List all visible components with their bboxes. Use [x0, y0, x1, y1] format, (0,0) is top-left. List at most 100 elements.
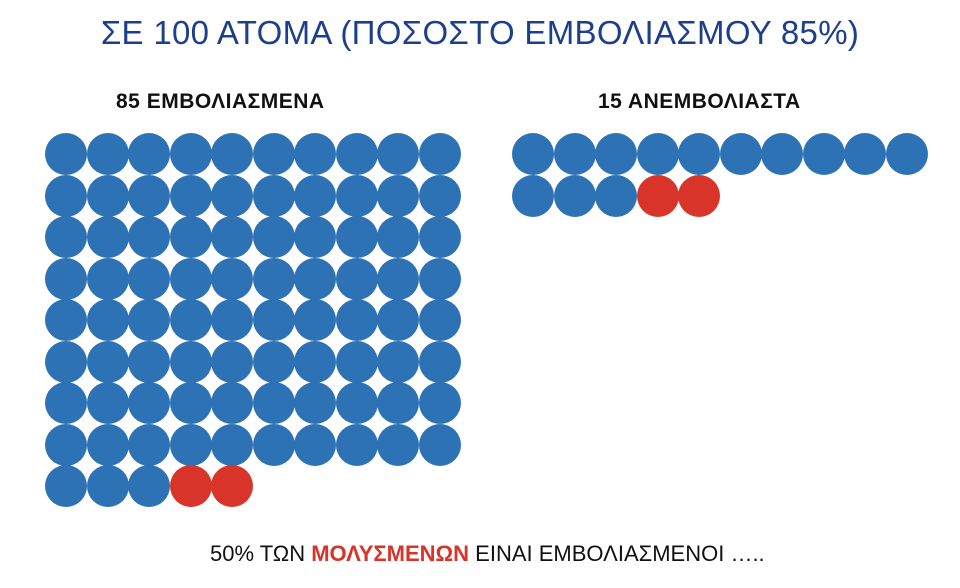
vaccinated-healthy-dot	[45, 465, 87, 507]
vaccinated-healthy-dot	[294, 423, 336, 466]
unvaccinated-healthy-dot	[844, 133, 886, 175]
footer-prefix: 50% ΤΩΝ	[210, 541, 312, 566]
vaccinated-healthy-dot	[86, 133, 129, 175]
vaccinated-healthy-dot	[211, 257, 253, 300]
page-title: ΣΕ 100 ΑΤΟΜΑ (ΠΟΣΟΣΤΟ ΕΜΒΟΛΙΑΣΜΟΥ 85%)	[100, 14, 860, 51]
unvaccinated-healthy-dot	[595, 174, 637, 217]
vaccinated-healthy-dot	[418, 216, 461, 258]
vaccinated-healthy-dot	[169, 174, 212, 217]
vaccinated-healthy-dot	[45, 340, 87, 383]
vaccinated-healthy-dot	[294, 174, 336, 217]
unvaccinated-healthy-dot	[553, 133, 596, 175]
vaccinated-healthy-dot	[86, 174, 129, 217]
vaccinated-healthy-dot	[211, 382, 253, 424]
vaccinated-healthy-dot	[377, 174, 419, 217]
vaccinated-healthy-dot	[169, 382, 212, 424]
unvaccinated-healthy-dot	[595, 133, 637, 175]
vaccinated-healthy-dot	[211, 133, 253, 175]
vaccinated-healthy-dot	[128, 465, 170, 507]
vaccinated-healthy-dot	[335, 423, 378, 466]
vaccinated-healthy-dot	[377, 299, 419, 341]
vaccinated-healthy-dot	[169, 133, 212, 175]
vaccinated-healthy-dot	[377, 382, 419, 424]
footer-highlight: ΜΟΛΥΣΜΕΝΩΝ	[311, 541, 470, 566]
vaccinated-healthy-dot	[335, 340, 378, 383]
unvaccinated-healthy-dot	[885, 133, 928, 175]
vaccinated-healthy-dot	[169, 340, 212, 383]
vaccinated-healthy-dot	[128, 382, 170, 424]
vaccinated-healthy-dot	[418, 174, 461, 217]
vaccinated-healthy-dot	[86, 216, 129, 258]
unvaccinated-healthy-dot	[553, 174, 596, 217]
vaccinated-healthy-dot	[128, 133, 170, 175]
vaccinated-healthy-dot	[86, 465, 129, 507]
vaccinated-healthy-dot	[45, 216, 87, 258]
vaccinated-healthy-dot	[45, 133, 87, 175]
vaccinated-healthy-dot	[294, 133, 336, 175]
unvaccinated-healthy-dot	[678, 133, 720, 175]
vaccinated-healthy-dot	[252, 133, 295, 175]
vaccinated-healthy-dot	[252, 423, 295, 466]
unvaccinated-infected-dot	[636, 174, 679, 217]
vaccinated-healthy-dot	[335, 216, 378, 258]
vaccinated-healthy-dot	[128, 423, 170, 466]
unvaccinated-healthy-dot	[512, 133, 554, 175]
vaccinated-healthy-dot	[252, 382, 295, 424]
vaccinated-healthy-dot	[418, 382, 461, 424]
vaccinated-healthy-dot	[86, 340, 129, 383]
vaccinated-healthy-dot	[335, 382, 378, 424]
vaccinated-healthy-dot	[252, 340, 295, 383]
vaccinated-infected-dot	[211, 465, 253, 507]
unvaccinated-healthy-dot	[719, 133, 762, 175]
vaccinated-healthy-dot	[294, 382, 336, 424]
vaccinated-healthy-dot	[335, 174, 378, 217]
vaccinated-healthy-dot	[418, 257, 461, 300]
vaccinated-healthy-dot	[418, 340, 461, 383]
vaccinated-healthy-dot	[45, 382, 87, 424]
vaccinated-healthy-dot	[128, 299, 170, 341]
vaccinated-healthy-dot	[86, 423, 129, 466]
unvaccinated-healthy-dot	[512, 174, 554, 217]
vaccinated-healthy-dot	[377, 423, 419, 466]
vaccinated-healthy-dot	[252, 257, 295, 300]
vaccinated-healthy-dot	[86, 299, 129, 341]
vaccinated-healthy-dot	[128, 257, 170, 300]
vaccinated-healthy-dot	[211, 423, 253, 466]
vaccinated-healthy-dot	[294, 216, 336, 258]
vaccinated-healthy-dot	[169, 423, 212, 466]
vaccinated-healthy-dot	[377, 257, 419, 300]
vaccinated-healthy-dot	[86, 257, 129, 300]
vaccinated-healthy-dot	[294, 340, 336, 383]
footer-caption: 50% ΤΩΝ ΜΟΛΥΣΜΕΝΩΝ ΕΙΝΑΙ ΕΜΒΟΛΙΑΣΜΕΝΟΙ ……	[210, 541, 765, 567]
vaccinated-healthy-dot	[418, 423, 461, 466]
vaccinated-healthy-dot	[211, 299, 253, 341]
vaccinated-healthy-dot	[45, 257, 87, 300]
unvaccinated-group-label: 15 ΑΝΕΜΒΟΛΙΑΣΤΑ	[598, 90, 801, 113]
vaccinated-healthy-dot	[45, 299, 87, 341]
vaccinated-healthy-dot	[211, 216, 253, 258]
unvaccinated-healthy-dot	[636, 133, 679, 175]
unvaccinated-infected-dot	[678, 174, 720, 217]
vaccinated-healthy-dot	[335, 257, 378, 300]
vaccinated-healthy-dot	[86, 382, 129, 424]
unvaccinated-healthy-dot	[761, 133, 803, 175]
vaccinated-healthy-dot	[45, 423, 87, 466]
vaccinated-healthy-dot	[377, 133, 419, 175]
footer-suffix: ΕΙΝΑΙ ΕΜΒΟΛΙΑΣΜΕΝΟΙ …..	[469, 541, 765, 566]
vaccinated-healthy-dot	[418, 133, 461, 175]
vaccinated-healthy-dot	[169, 299, 212, 341]
vaccinated-healthy-dot	[377, 340, 419, 383]
vaccinated-healthy-dot	[128, 174, 170, 217]
vaccinated-healthy-dot	[252, 216, 295, 258]
vaccinated-healthy-dot	[335, 299, 378, 341]
unvaccinated-healthy-dot	[802, 133, 845, 175]
vaccinated-healthy-dot	[169, 257, 212, 300]
vaccinated-healthy-dot	[169, 216, 212, 258]
vaccinated-healthy-dot	[252, 174, 295, 217]
vaccinated-healthy-dot	[294, 257, 336, 300]
vaccinated-healthy-dot	[252, 299, 295, 341]
vaccinated-healthy-dot	[418, 299, 461, 341]
vaccinated-infected-dot	[169, 465, 212, 507]
